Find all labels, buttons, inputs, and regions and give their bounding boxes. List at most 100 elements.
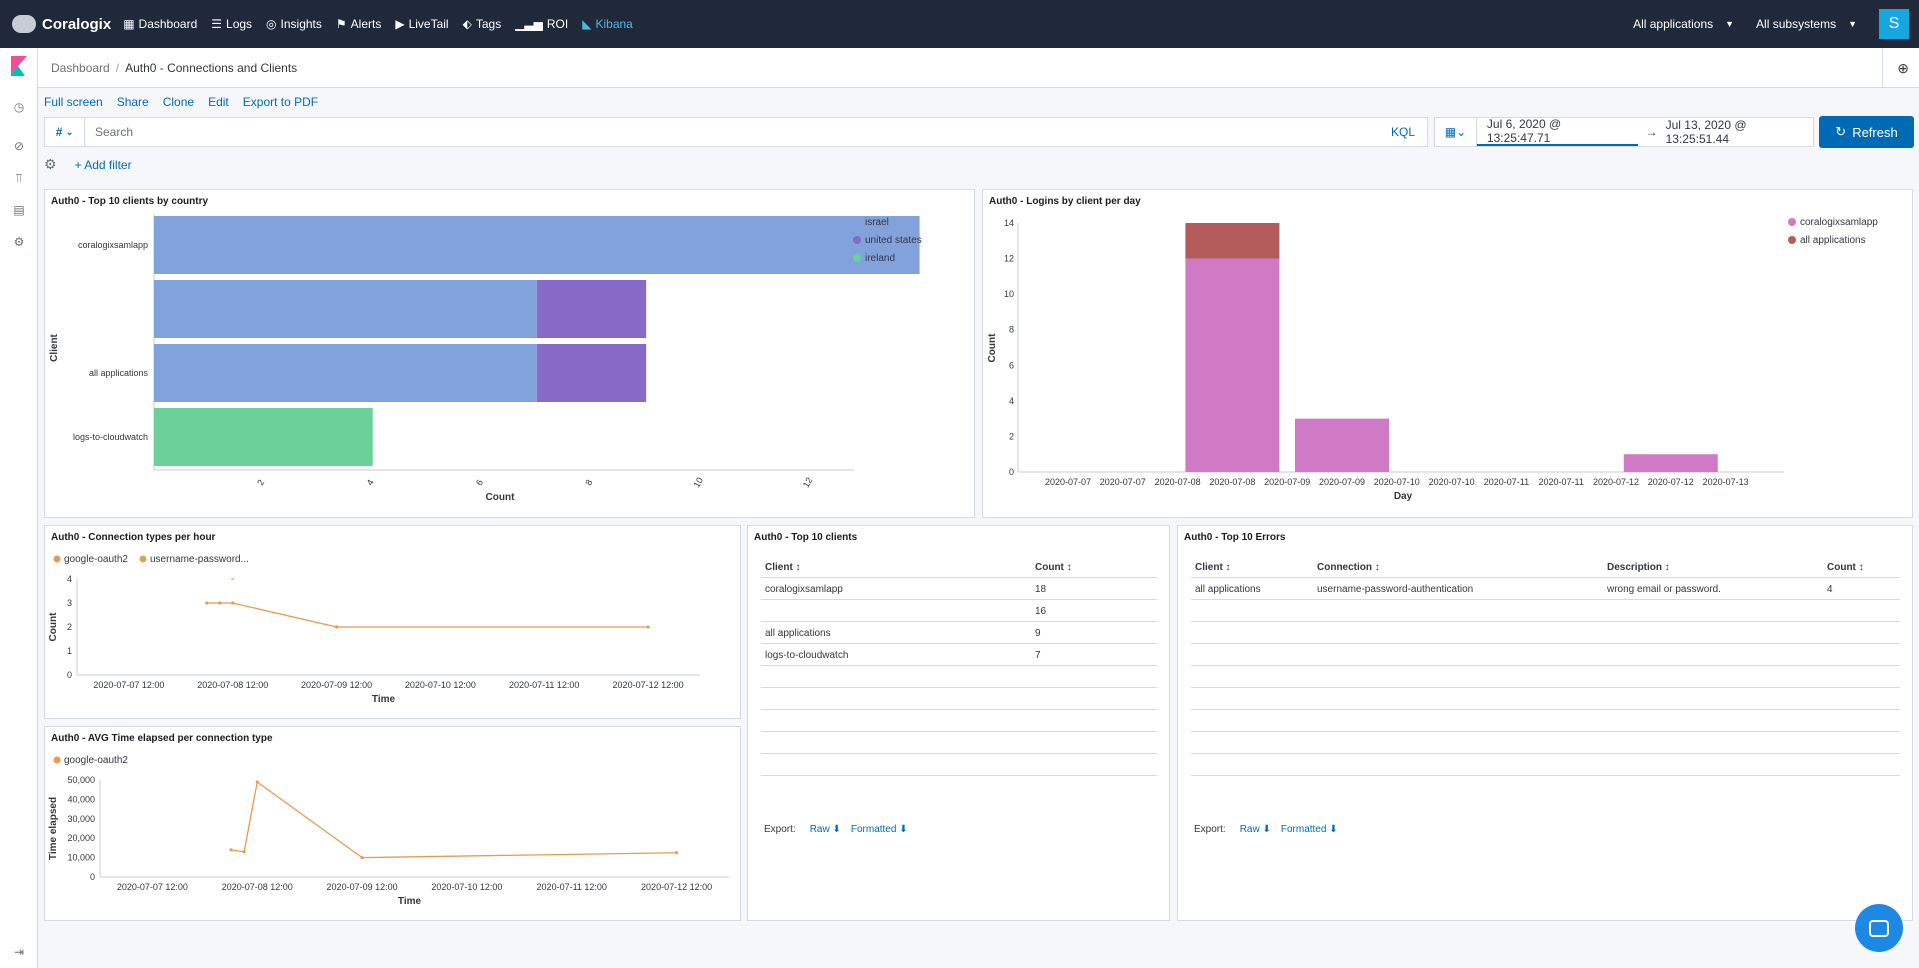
caret-down-icon: ▼ <box>1725 19 1735 29</box>
y-axis-label: Client <box>49 333 60 361</box>
export-formatted-link[interactable]: Formatted ⬇ <box>1280 824 1338 835</box>
share-link[interactable]: Share <box>116 95 149 109</box>
legend-label: ireland <box>865 253 895 264</box>
col-count[interactable]: Count ↕ <box>1827 562 1864 573</box>
play-icon: ▶ <box>395 17 405 31</box>
panel-title: Auth0 - Connection types per hour <box>51 532 216 543</box>
y-tick-label: logs-to-cloudwatch <box>73 432 148 442</box>
bar <box>154 344 537 402</box>
filter-settings-gear-icon[interactable]: ⚙ <box>44 156 57 172</box>
table-row: logs-to-cloudwatch 7 <box>761 644 1157 666</box>
cell-count: 4 <box>1827 584 1833 595</box>
table-header: Client ↕ Count ↕ <box>761 556 1157 578</box>
visualize-icon[interactable]: ⫪ <box>15 171 23 185</box>
data-point <box>255 780 259 784</box>
coralogix-logo[interactable]: Coralogix <box>12 15 111 33</box>
help-globe-icon[interactable]: ⊕ <box>1897 60 1909 76</box>
nav-dashboard[interactable]: ▦ Dashboard <box>123 17 197 31</box>
grid-icon: ▦ <box>123 17 135 31</box>
y-tick-label: 2 <box>1009 431 1014 441</box>
table-row: coralogixsamlapp 18 <box>761 578 1157 600</box>
end-date[interactable]: Jul 13, 2020 @ 13:25:51.44 <box>1665 118 1747 146</box>
add-filter-link[interactable]: + Add filter <box>74 157 132 172</box>
arrow-right-icon: → <box>1645 125 1658 139</box>
nav-roi[interactable]: ▁▃▅ ROI <box>515 17 568 31</box>
export-formatted-link[interactable]: Formatted ⬇ <box>850 824 908 835</box>
subsystems-dropdown[interactable]: All subsystems ▼ <box>1756 17 1857 31</box>
empty-row <box>1191 732 1900 754</box>
empty-row <box>761 710 1157 732</box>
x-tick-label: 12 <box>801 476 815 490</box>
calendar-icon[interactable]: ▦⌄ <box>1435 118 1477 146</box>
panel-logins-per-day: Auth0 - Logins by client per day 0 2 4 6 8 10… <box>982 189 1913 518</box>
data-point <box>646 625 650 629</box>
user-avatar[interactable]: S <box>1879 9 1909 39</box>
kql-toggle[interactable]: KQL <box>1390 125 1415 139</box>
legend-label: united states <box>865 235 922 246</box>
legend-label: google-oauth2 <box>64 755 128 766</box>
nav-label: Dashboard <box>138 17 198 31</box>
x-tick-label: 2020-07-11 12:00 <box>509 680 579 690</box>
col-description[interactable]: Description ↕ <box>1607 562 1670 573</box>
nav-alerts[interactable]: ⚑ Alerts <box>336 17 381 31</box>
nav-livetail[interactable]: ▶ LiveTail <box>395 17 448 31</box>
full-screen-link[interactable]: Full screen <box>44 95 103 109</box>
nav-insights[interactable]: ◎ Insights <box>266 17 322 31</box>
empty-row <box>761 688 1157 710</box>
x-tick-label: 2020-07-07 12:00 <box>117 882 188 892</box>
bar <box>154 408 373 466</box>
cell-client: coralogixsamlapp <box>765 584 843 595</box>
export-raw-link[interactable]: Raw ⬇ <box>1239 824 1271 835</box>
legend-label: israel <box>865 217 889 228</box>
applications-dropdown[interactable]: All applications ▼ <box>1633 17 1734 31</box>
panel-top-errors: Auth0 - Top 10 Errors Client ↕ Connectio… <box>1177 525 1913 921</box>
col-count[interactable]: Count ↕ <box>1035 562 1072 573</box>
nav-tags[interactable]: ⬖ Tags <box>463 17 502 31</box>
x-tick-label: 2020-07-07 12:00 <box>93 680 164 690</box>
kibana-logo-icon[interactable] <box>11 56 27 76</box>
cell-client: logs-to-cloudwatch <box>765 650 849 661</box>
empty-row <box>1191 754 1900 776</box>
insights-icon: ◎ <box>266 17 277 31</box>
legend-label: username-password... <box>150 554 249 565</box>
x-tick-label: 2020-07-07 <box>1045 477 1091 487</box>
data-point <box>360 856 364 860</box>
dashboard-icon[interactable]: ▤ <box>13 203 25 217</box>
x-tick-label: 4 <box>365 478 376 487</box>
nav-label: Kibana <box>595 17 633 31</box>
col-connection[interactable]: Connection ↕ <box>1317 562 1380 573</box>
empty-row <box>1191 644 1900 666</box>
x-tick-label: 8 <box>583 478 594 487</box>
start-date[interactable]: Jul 6, 2020 @ 13:25:47.71 <box>1476 117 1638 146</box>
saved-query-button[interactable]: # ⌄ <box>45 118 85 146</box>
legend-swatch <box>853 254 861 262</box>
data-point <box>218 601 222 605</box>
y-tick-label: 0 <box>67 670 72 680</box>
discover-compass-icon[interactable]: ⊘ <box>13 139 25 153</box>
col-client[interactable]: Client ↕ <box>765 562 801 573</box>
clone-link[interactable]: Clone <box>162 95 195 109</box>
nav-logs[interactable]: ☰ Logs <box>211 17 252 31</box>
chat-support-button[interactable] <box>1855 904 1903 952</box>
bar <box>1295 418 1389 472</box>
nav-kibana[interactable]: ◣ Kibana <box>582 17 633 31</box>
export-pdf-link[interactable]: Export to PDF <box>242 95 319 109</box>
col-client[interactable]: Client ↕ <box>1195 562 1231 573</box>
management-gear-icon[interactable]: ⚙ <box>13 235 25 249</box>
empty-row <box>761 666 1157 688</box>
recent-clock-icon[interactable]: ◷ <box>13 100 25 114</box>
nav-label: Insights <box>280 17 322 31</box>
export-raw-link[interactable]: Raw ⬇ <box>809 824 841 835</box>
collapse-menu-icon[interactable]: ⇥ <box>13 945 25 959</box>
search-input[interactable]: Search <box>95 125 134 139</box>
refresh-button[interactable]: ↻ Refresh <box>1819 116 1914 148</box>
data-point <box>229 848 233 852</box>
x-tick-label: 2020-07-12 12:00 <box>641 882 712 892</box>
x-tick-label: 2020-07-10 <box>1374 477 1420 487</box>
x-tick-label: 2020-07-09 12:00 <box>301 680 372 690</box>
y-axis-label: Count <box>987 333 998 363</box>
legend-swatch <box>53 756 61 764</box>
edit-link[interactable]: Edit <box>208 95 229 109</box>
kibana-sidebar: ◷ ⊘ ⫪ ▤ ⚙ ⇥ <box>0 48 38 968</box>
breadcrumb-dashboard[interactable]: Dashboard <box>51 60 110 75</box>
